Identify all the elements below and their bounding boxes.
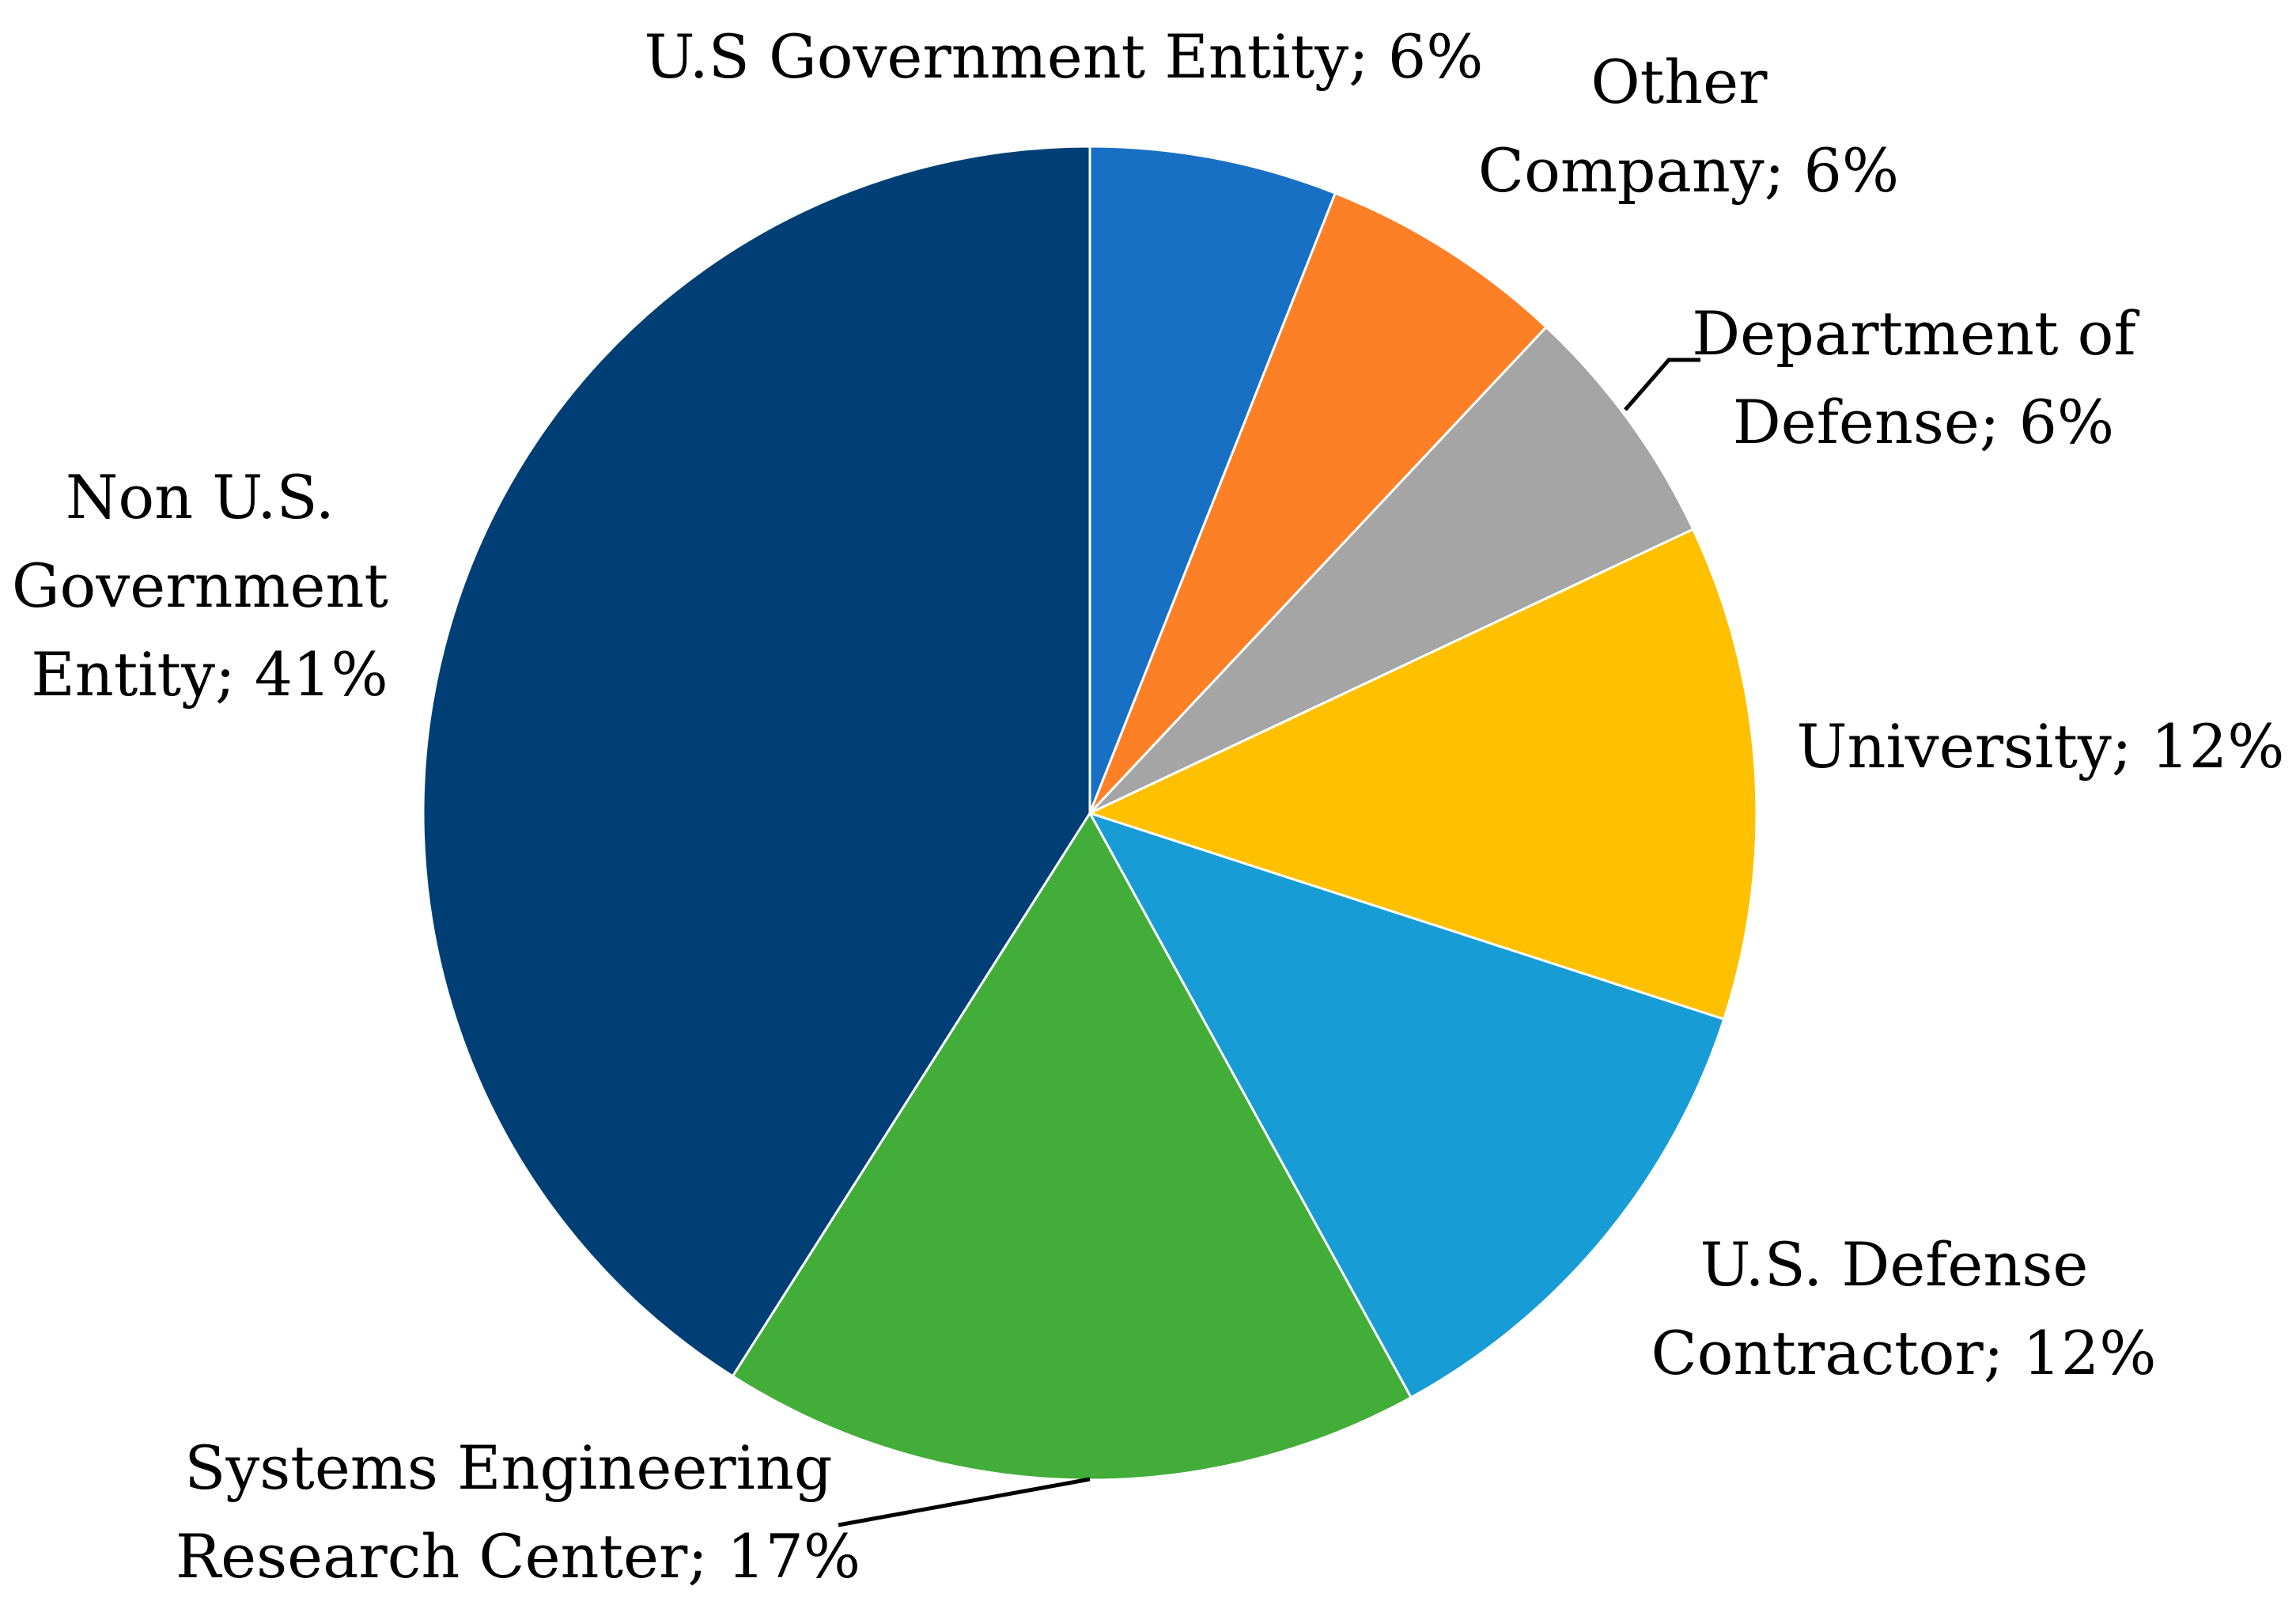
- data-label-non-us-gov-line-3: Entity; 41%: [31, 639, 388, 710]
- data-label-defense-contractor-line-2: Contractor; 12%: [1651, 1318, 2157, 1388]
- data-label-us-gov-line-1: U.S Government Entity; 6%: [645, 21, 1484, 92]
- data-label-serc-line-2: Research Center; 17%: [176, 1521, 861, 1592]
- pie-slice-other-company: [1088, 191, 1549, 815]
- data-label-defense-contractor: U.S. Defense Contractor; 12%: [1651, 1229, 2157, 1388]
- data-label-non-us-gov-line-1: Non U.S.: [66, 462, 335, 532]
- pie-slice-non-u-s-government-entity: [422, 145, 1091, 1378]
- pie-slice-u-s-government-entity: [1088, 145, 1337, 814]
- data-label-university-line-1: University; 12%: [1796, 711, 2284, 782]
- leader-lines: [838, 358, 1700, 1527]
- data-label-us-gov: U.S Government Entity; 6%: [645, 21, 1484, 92]
- pie-slice-department-of-defense: [1088, 325, 1695, 815]
- pie-slice-systems-engineering-research-center: [731, 811, 1413, 1482]
- data-label-dod: Department of Defense; 6%: [1692, 298, 2155, 457]
- data-label-dod-line-1: Department of: [1692, 298, 2139, 369]
- leader-line-serc: [838, 1477, 1091, 1527]
- data-label-defense-contractor-line-1: U.S. Defense: [1700, 1229, 2088, 1300]
- data-labels: U.S Government Entity; 6% Other Company;…: [12, 21, 2285, 1592]
- data-label-other-company-line-1: Other: [1591, 47, 1768, 117]
- data-label-other-company-line-2: Company; 6%: [1478, 135, 1899, 206]
- data-label-serc-line-1: Systems Engineering: [184, 1433, 832, 1503]
- pie-slice-u-s-defense-contractor: [1087, 811, 1726, 1399]
- data-label-other-company: Other Company; 6%: [1478, 47, 1899, 206]
- data-label-serc: Systems Engineering Research Center; 17%: [176, 1433, 861, 1592]
- data-label-university: University; 12%: [1796, 711, 2284, 782]
- data-label-non-us-gov-line-2: Government: [12, 551, 388, 621]
- pie-slices: [422, 145, 1758, 1482]
- data-label-non-us-gov: Non U.S. Government Entity; 41%: [12, 462, 407, 710]
- pie-slice-university: [1086, 528, 1758, 1021]
- leader-line-dod: [1624, 358, 1700, 411]
- data-label-dod-line-2: Defense; 6%: [1733, 387, 2114, 457]
